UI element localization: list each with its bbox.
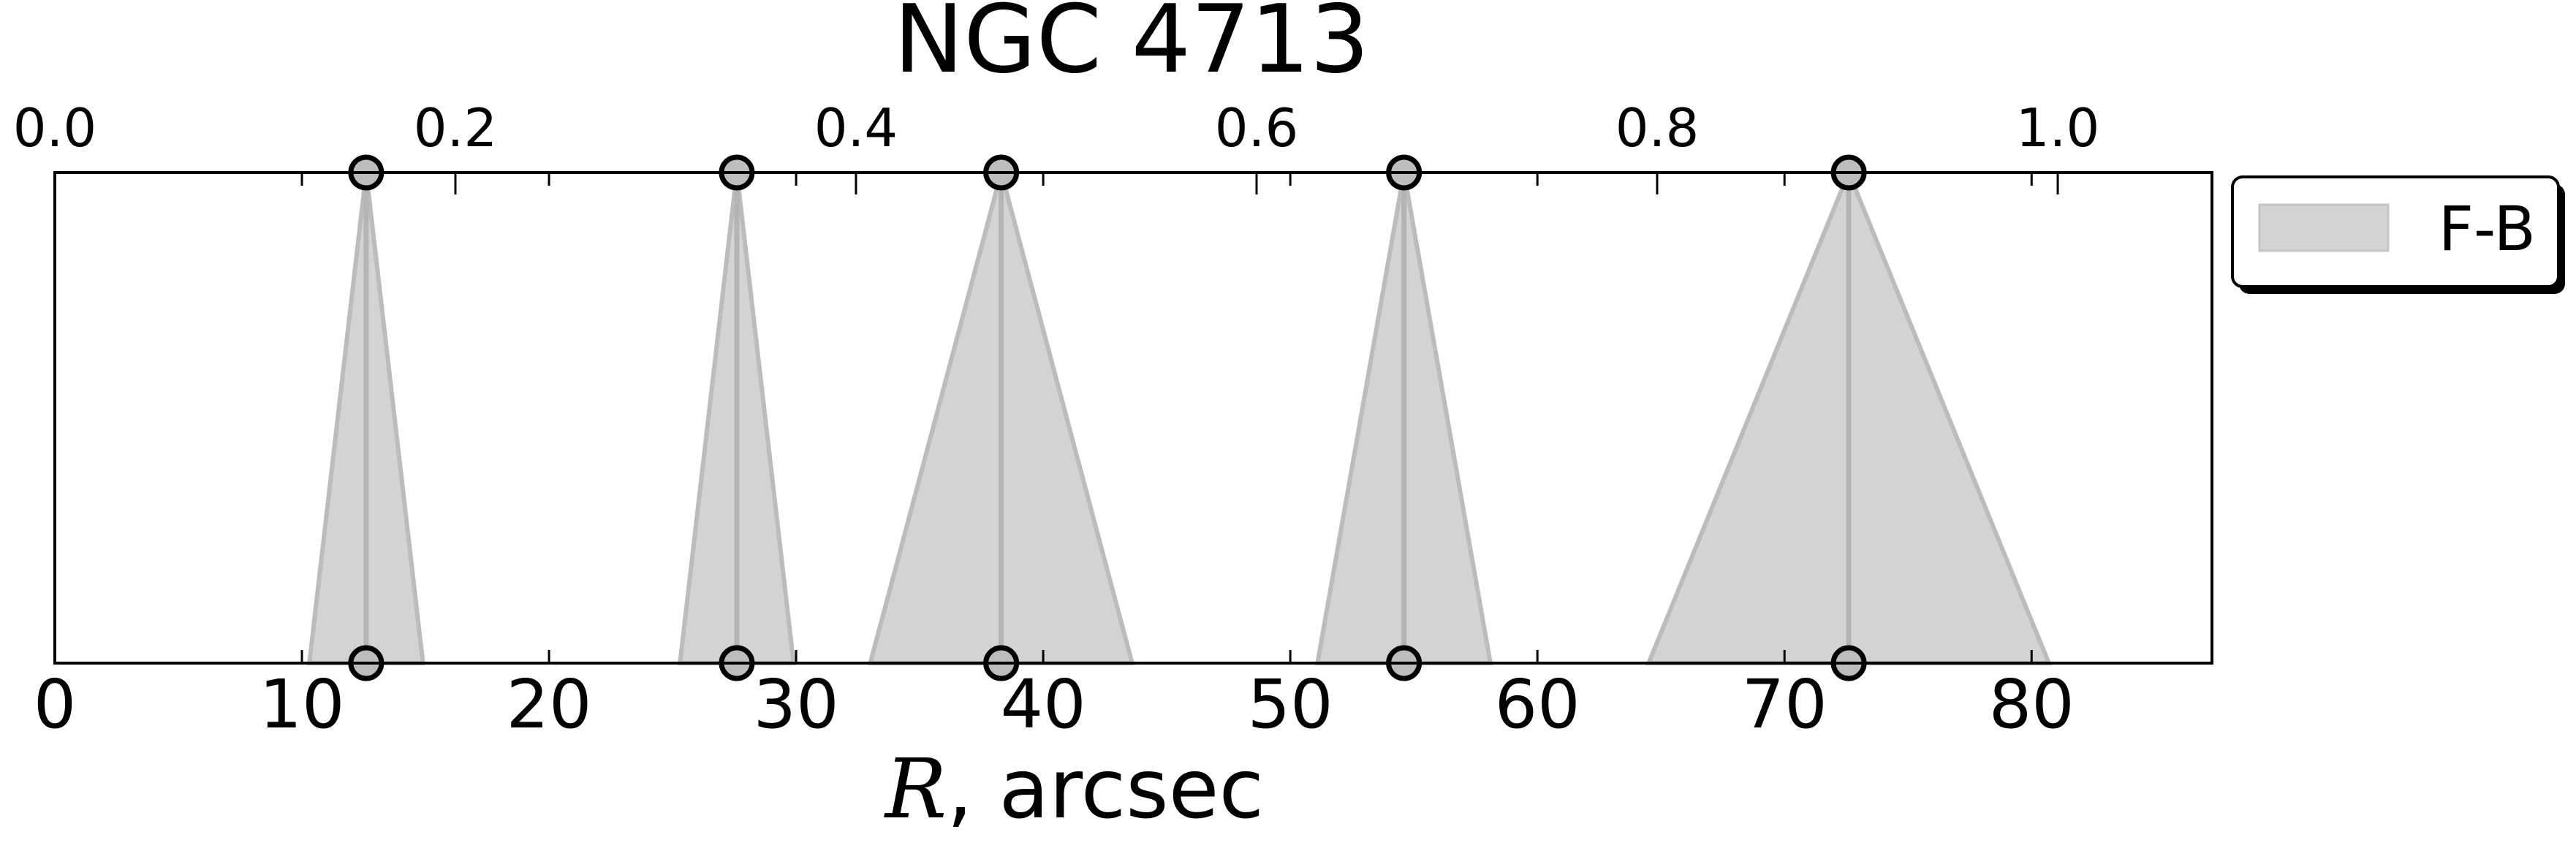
x-tick-label: 70 [1742,665,1827,744]
plot-frame [53,171,2213,665]
x-tick-label: 10 [259,665,344,744]
top-x-tick-label: 1.0 [2016,97,2100,159]
features-layer [306,164,2053,665]
top-x-tick-label: 0.8 [1615,97,1700,159]
x-tick-label: 50 [1248,665,1333,744]
x-tick-label: 80 [1989,665,2075,744]
x-tick-label: 0 [34,665,77,744]
top-axis: 0.0 0.2 0.4 0.6 0.8 1.0 [13,97,2100,194]
x-axis-label-unit: , arcsec [947,742,1264,837]
top-x-tick-label: 0.4 [814,97,898,159]
chart-title: NGC 4713 [894,0,1370,94]
top-x-tick-label: 0.6 [1215,97,1299,159]
legend-swatch-f-b [2258,203,2390,252]
top-x-tick-label: 0.2 [414,97,498,159]
legend: F-B [2231,175,2565,294]
x-tick-label: 40 [1001,665,1086,744]
x-tick-label: 30 [754,665,839,744]
top-x-tick-label: 0.0 [13,97,97,159]
legend-label-f-b: F-B [2439,193,2536,265]
x-axis-label-var: R [884,742,947,837]
x-tick-label: 20 [507,665,592,744]
x-tick-label: 60 [1495,665,1580,744]
bottom-axis: 0 10 20 30 40 50 60 70 80 [34,173,2075,744]
x-axis-label: R, arcsec [884,742,1264,837]
